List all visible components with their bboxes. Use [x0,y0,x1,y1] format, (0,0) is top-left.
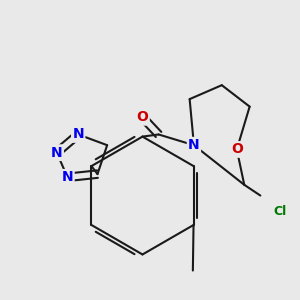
Text: N: N [51,146,63,160]
Text: O: O [136,110,148,124]
Text: N: N [72,128,84,142]
Text: N: N [188,138,200,152]
Text: O: O [231,142,243,157]
Text: N: N [62,170,73,184]
Text: Cl: Cl [273,205,286,218]
